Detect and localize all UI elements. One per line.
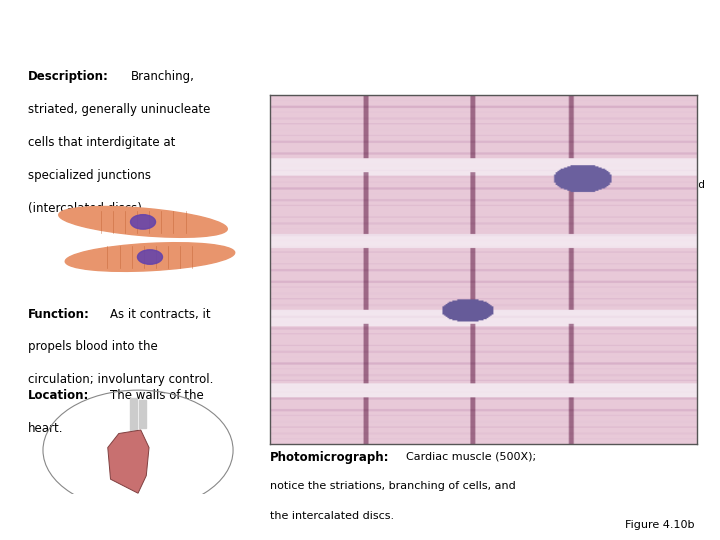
Text: propels blood into the: propels blood into the — [28, 340, 158, 354]
Text: Cardiac muscle (500X);: Cardiac muscle (500X); — [406, 451, 536, 461]
Text: Figure 4.10b: Figure 4.10b — [625, 520, 695, 530]
Text: The walls of the: The walls of the — [110, 389, 204, 402]
Text: specialized junctions: specialized junctions — [28, 169, 151, 182]
Text: (b)  Cardiac muscle: (b) Cardiac muscle — [25, 29, 184, 44]
Text: circulation; involuntary control.: circulation; involuntary control. — [28, 373, 214, 386]
Ellipse shape — [138, 250, 163, 264]
Text: Function:: Function: — [28, 307, 90, 321]
Text: Striations: Striations — [649, 100, 699, 111]
Text: Intercalated: Intercalated — [642, 180, 705, 190]
Text: Description:: Description: — [28, 70, 109, 84]
Text: heart.: heart. — [28, 422, 64, 435]
Text: the intercalated discs.: the intercalated discs. — [270, 511, 395, 521]
Ellipse shape — [59, 206, 228, 237]
Text: Nucleus: Nucleus — [642, 309, 683, 319]
Ellipse shape — [66, 242, 235, 272]
Text: (intercalated discs).: (intercalated discs). — [28, 202, 146, 215]
Text: discs: discs — [642, 202, 668, 212]
Text: Branching,: Branching, — [131, 70, 195, 84]
Text: As it contracts, it: As it contracts, it — [110, 307, 211, 321]
Text: Photomicrograph:: Photomicrograph: — [270, 451, 390, 464]
Bar — [139, 400, 146, 428]
PathPatch shape — [108, 430, 149, 493]
Text: Location:: Location: — [28, 389, 89, 402]
Text: striated, generally uninucleate: striated, generally uninucleate — [28, 103, 211, 117]
Text: notice the striations, branching of cells, and: notice the striations, branching of cell… — [270, 481, 516, 491]
Ellipse shape — [130, 215, 156, 229]
Text: cells that interdigitate at: cells that interdigitate at — [28, 136, 176, 149]
Bar — [130, 399, 137, 430]
